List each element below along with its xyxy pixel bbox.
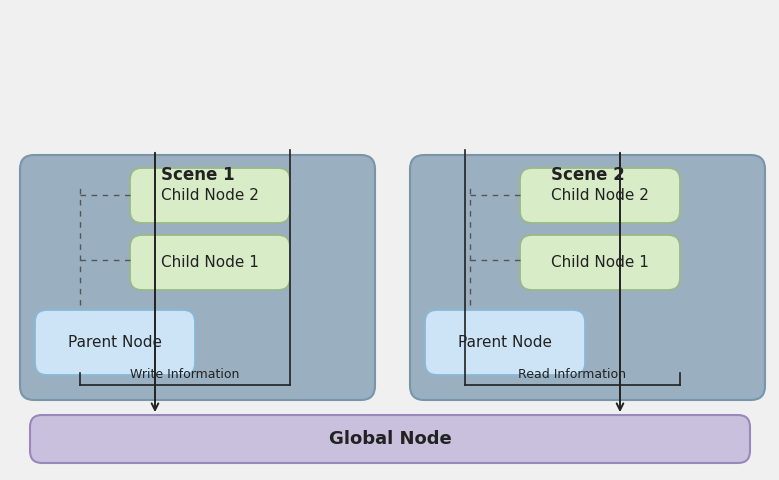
Text: Parent Node: Parent Node: [458, 335, 552, 350]
Text: Read Information: Read Information: [519, 368, 626, 381]
Text: Global Node: Global Node: [329, 430, 451, 448]
FancyBboxPatch shape: [35, 310, 195, 375]
Text: Child Node 1: Child Node 1: [551, 255, 649, 270]
Text: Parent Node: Parent Node: [68, 335, 162, 350]
FancyBboxPatch shape: [130, 235, 290, 290]
FancyBboxPatch shape: [425, 310, 585, 375]
FancyBboxPatch shape: [130, 168, 290, 223]
FancyBboxPatch shape: [520, 235, 680, 290]
FancyBboxPatch shape: [30, 415, 750, 463]
Text: Write Information: Write Information: [130, 368, 240, 381]
FancyBboxPatch shape: [20, 155, 375, 400]
Text: Child Node 1: Child Node 1: [161, 255, 259, 270]
FancyBboxPatch shape: [410, 155, 765, 400]
Text: Scene 2: Scene 2: [551, 166, 625, 184]
FancyBboxPatch shape: [520, 168, 680, 223]
Text: Child Node 2: Child Node 2: [551, 188, 649, 203]
Text: Scene 1: Scene 1: [160, 166, 234, 184]
Text: Child Node 2: Child Node 2: [161, 188, 259, 203]
